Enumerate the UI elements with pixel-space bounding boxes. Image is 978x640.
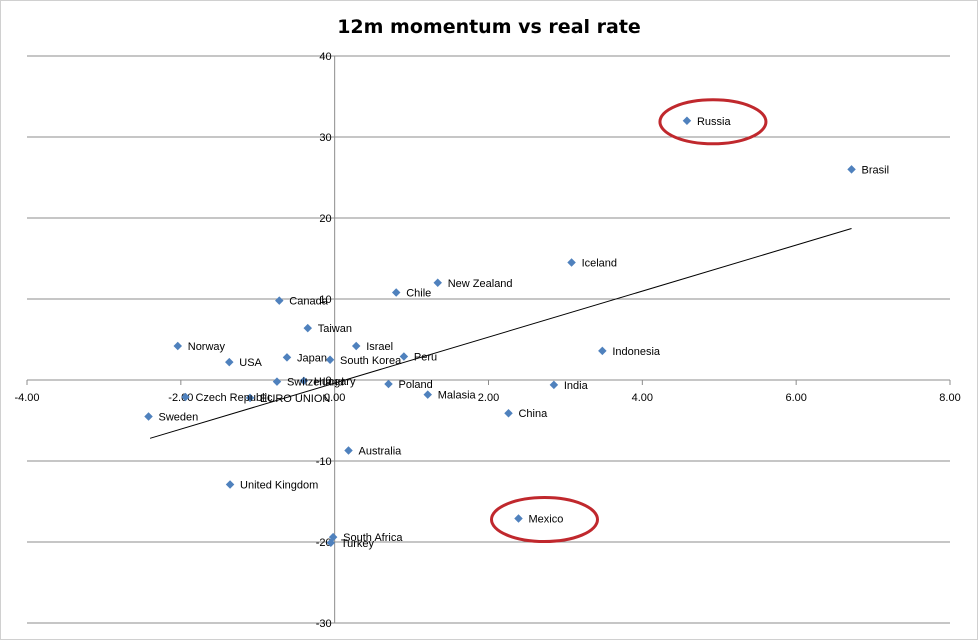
point-label-chile: Chile [406,288,431,300]
point-label-india: India [564,380,589,392]
x-tick-label: 4.00 [632,392,653,404]
x-tick-label: 8.00 [939,392,960,404]
point-label-peru: Peru [414,352,437,364]
chart-title: 12m momentum vs real rate [337,16,641,38]
x-tick-label: -2.00 [168,392,193,404]
point-label-australia: Australia [359,445,403,457]
y-tick-label: 30 [319,132,331,144]
y-tick-label: -10 [316,456,332,468]
x-tick-label: -4.00 [14,392,39,404]
point-label-new-zealand: New Zealand [448,278,513,290]
point-canada [275,296,284,305]
point-label-russia: Russia [697,116,732,128]
point-united-kingdom [225,480,235,489]
point-australia [344,446,353,455]
point-label-mexico: Mexico [528,514,563,526]
point-israel [351,341,361,351]
x-tick-label: 6.00 [785,392,806,404]
point-label-brasil: Brasil [862,164,890,176]
point-switzerland [272,377,282,386]
point-iceland [567,258,576,267]
point-hungary [299,376,309,386]
data-points [144,116,856,548]
point-label-indonesia: Indonesia [612,346,661,358]
y-tick-label: 0 [326,375,332,387]
x-tick-label: 0.00 [324,392,345,404]
point-label-poland: Poland [399,379,433,391]
trendline-group [149,228,852,439]
point-label-taiwan: Taiwan [318,323,352,335]
point-label-south-korea: South Korea [340,355,402,367]
axes [26,56,951,623]
point-label-czech-republic: Czech Republic [195,392,273,404]
highlight-circles [489,98,768,544]
point-malasia [423,390,432,399]
point-taiwan [303,323,312,333]
point-label-japan: Japan [297,352,327,364]
point-label-united-kingdom: United Kingdom [240,479,318,491]
point-mexico [514,514,523,523]
point-label-switzerland: Switzerland [287,377,344,389]
point-label-malasia: Malasia [438,390,477,402]
point-usa [225,357,234,367]
point-label-usa: USA [239,357,262,369]
y-tick-label: 20 [319,213,331,225]
trendline [149,228,852,439]
point-new-zealand [433,278,442,288]
y-tick-label: -20 [316,537,332,549]
point-label-sweden: Sweden [159,411,199,423]
grid-lines [27,55,950,624]
y-tick-label: -30 [316,618,332,630]
point-label-turkey: Turkey [341,538,375,550]
point-labels: Russia Brasil Iceland New Zealand Chile Canad… [159,116,890,550]
point-chile [391,288,401,297]
point-euro-union [245,393,255,403]
point-indonesia [598,346,607,356]
y-tick-label: 40 [319,51,331,63]
point-russia [682,116,692,126]
point-label-hungary: Hungary [314,376,356,388]
point-label-canada: Canada [289,296,328,308]
tick-labels: 40 30 20 10 0 -10 -20 -30 -4.00 -2.00 0.00 2.00 4.00… [14,51,960,630]
point-japan [282,353,292,362]
highlight-circle-mexico [489,496,599,544]
point-sweden [144,412,153,421]
point-czech-republic [181,392,190,402]
point-poland [384,379,393,389]
point-south-korea [325,355,335,364]
point-china [504,408,513,418]
point-label-euro-union: EURO UNION [260,393,330,405]
point-norway [173,341,182,351]
highlight-circle-russia [658,98,768,146]
point-label-china: China [518,408,548,420]
point-turkey [326,538,336,548]
point-label-norway: Norway [188,341,226,353]
x-tick-label: 2.00 [478,392,499,404]
point-label-israel: Israel [366,341,393,353]
point-peru [399,352,409,361]
point-label-iceland: Iceland [582,258,617,270]
point-india [549,380,559,390]
point-label-south-africa: South Africa [343,532,403,544]
point-brasil [847,165,856,174]
y-tick-label: 10 [319,294,331,306]
